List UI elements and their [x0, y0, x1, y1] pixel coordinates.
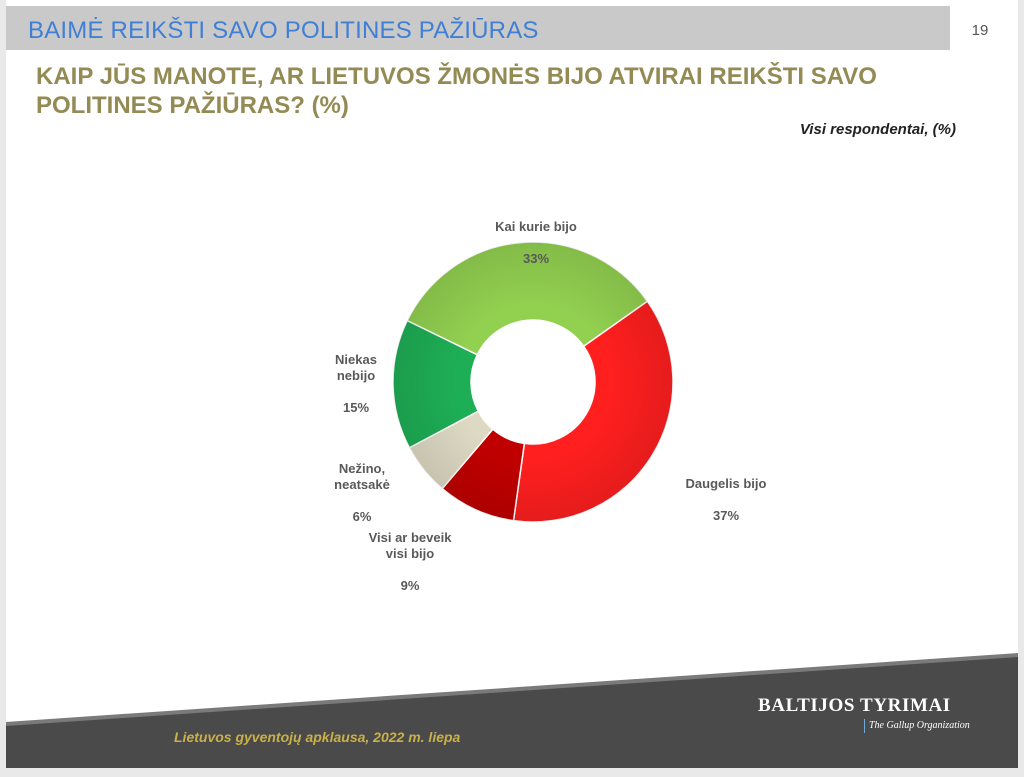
slice-label-name: Kai kurie bijo	[495, 219, 577, 234]
slice-label-value: 9%	[400, 578, 420, 593]
slice-label-name: Nežino, neatsakė	[334, 461, 390, 492]
footer-band	[6, 653, 1018, 768]
slice-label-daugelis-bijo: Daugelis bijo 37%	[671, 460, 781, 524]
slice-label-visi-bijo: Visi ar beveik visi bijo 9%	[354, 514, 466, 594]
question-title: KAIP JŪS MANOTE, AR LIETUVOS ŽMONĖS BIJO…	[36, 63, 877, 119]
logo-main-text: BALTIJOS TYRIMAI	[758, 695, 951, 716]
slice-label-name: Visi ar beveik visi bijo	[368, 530, 452, 561]
logo-sub-text: The Gallup Organization	[864, 719, 970, 733]
slice-label-niekas-nebijo: Niekas nebijo 15%	[316, 336, 396, 416]
slice-label-kai-kurie-bijo: Kai kurie bijo 33%	[461, 203, 611, 267]
slice-label-value: 15%	[342, 400, 370, 415]
slice-label-value: 6%	[352, 509, 372, 524]
header-title: BAIMĖ REIKŠTI SAVO POLITINES PAŽIŪRAS	[28, 17, 539, 44]
survey-note: Lietuvos gyventojų apklausa, 2022 m. lie…	[174, 729, 461, 745]
page-number: 19	[971, 22, 989, 39]
slice-label-value: 37%	[712, 508, 740, 523]
respondents-note: Visi respondentai, (%)	[799, 121, 956, 138]
slice-label-name: Daugelis bijo	[685, 476, 767, 491]
slice-label-nezino: Nežino, neatsakė 6%	[322, 445, 402, 525]
company-logo: BALTIJOS TYRIMAI The Gallup Organization	[758, 695, 970, 733]
slice-label-name: Niekas nebijo	[335, 352, 377, 383]
slice-label-value: 33%	[522, 251, 550, 266]
slide: BAIMĖ REIKŠTI SAVO POLITINES PAŽIŪRAS 19…	[6, 0, 1018, 768]
header-bar: BAIMĖ REIKŠTI SAVO POLITINES PAŽIŪRAS	[6, 6, 950, 50]
